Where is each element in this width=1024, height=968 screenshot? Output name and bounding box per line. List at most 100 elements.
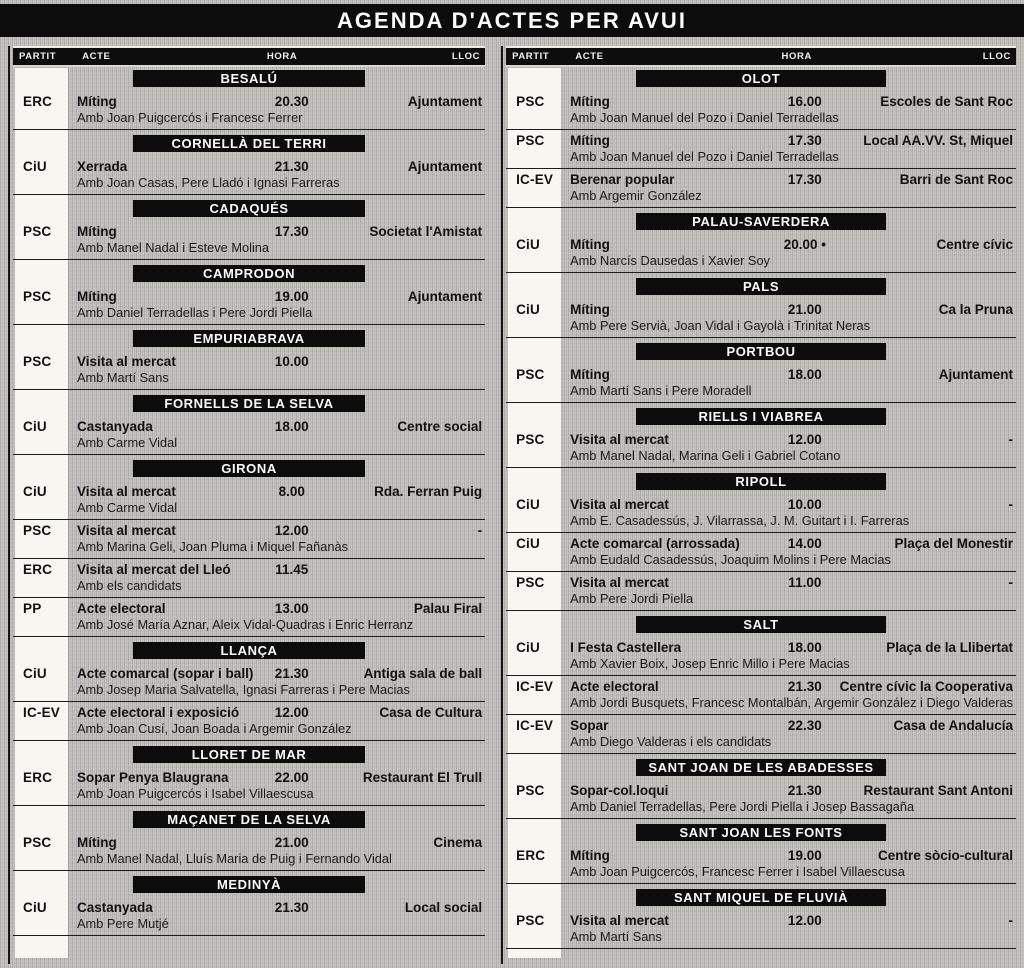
event-attendees: Amb Marina Geli, Joan Pluma i Miquel Fañ…: [77, 539, 348, 554]
event-title: I Festa Castellera: [570, 640, 682, 655]
header-partit: PARTIT: [19, 51, 57, 62]
town-header: PALAU-SAVERDERA: [636, 213, 886, 230]
event-attendees: Amb Joan Puigcercós i Isabel Villaescusa: [77, 786, 314, 801]
event-title: Visita al mercat: [570, 913, 669, 928]
agenda-entry: PSC Míting 17.30 Local AA.VV. St, Miquel…: [506, 131, 1016, 169]
party-label: PSC: [516, 575, 545, 590]
event-attendees: Amb Manel Nadal, Marina Geli i Gabriel C…: [570, 448, 841, 463]
party-label: PSC: [516, 133, 545, 148]
town-header: SANT MIQUEL DE FLUVIÀ: [636, 889, 886, 906]
event-title: Míting: [570, 302, 610, 317]
event-place: Escoles de Sant Roc: [880, 94, 1013, 109]
event-time: 12.00: [274, 705, 309, 720]
town-header: SANT JOAN DE LES ABADESSES: [636, 759, 886, 776]
entry-main-line: Míting 17.30 Local AA.VV. St, Miquel: [570, 132, 1013, 149]
event-place: Palau Firal: [413, 601, 483, 616]
entry-main-line: Visita al mercat 12.00 -: [570, 431, 1013, 448]
event-time: 22.00: [274, 770, 309, 785]
event-place: Ca la Pruna: [938, 302, 1013, 317]
event-attendees: Amb Diego Valderas i els candidats: [570, 734, 772, 749]
entry-main-line: Visita al mercat 12.00 -: [77, 522, 482, 539]
event-title: Míting: [570, 848, 610, 863]
event-attendees: Amb Manel Nadal i Esteve Molina: [77, 240, 270, 255]
event-title: Berenar popular: [570, 172, 675, 187]
agenda-entry: PSC Visita al mercat 11.00 - Amb Pere Jo…: [506, 573, 1016, 611]
party-label: ERC: [23, 770, 53, 785]
entry-main-line: Castanyada 21.30 Local social: [77, 899, 482, 916]
agenda-entry: CiU Míting 21.00 Ca la Pruna Amb Pere Se…: [506, 300, 1016, 338]
event-time: 14.00: [787, 536, 822, 551]
town-header: FORNELLS DE LA SELVA: [133, 395, 365, 412]
event-place: Ajuntament: [938, 367, 1013, 382]
event-time: 21.30: [787, 679, 822, 694]
header-hora: HORA: [781, 51, 812, 62]
event-place: -: [1008, 432, 1014, 447]
header-hora: HORA: [266, 51, 298, 62]
party-label: IC-EV: [516, 172, 554, 187]
event-title: Míting: [570, 133, 610, 148]
party-label: PSC: [516, 94, 545, 109]
event-place: Centre cívic: [936, 237, 1013, 252]
agenda-entry: ERC Visita al mercat del Lleó 11.45 Amb …: [13, 560, 486, 598]
town-header: MAÇANET DE LA SELVA: [133, 811, 365, 828]
agenda-column-right: PARTIT ACTE HORA LLOC OLOT PSC Míting 16…: [501, 46, 1016, 964]
agenda-entry: PSC Míting 21.00 Cinema Amb Manel Nadal,…: [13, 833, 486, 871]
agenda-column-left: PARTIT ACTE HORA LLOC BESALÚ ERC Míting …: [8, 46, 486, 964]
event-time: 20.30: [274, 94, 309, 109]
party-label: IC-EV: [516, 679, 554, 694]
event-place: Casa de Andalucía: [893, 718, 1013, 733]
party-label: ERC: [516, 848, 546, 863]
event-title: Míting: [570, 367, 610, 382]
event-title: Xerrada: [77, 159, 128, 174]
agenda-entry: ERC Sopar Penya Blaugrana 22.00 Restaura…: [13, 768, 486, 806]
event-time: 20.00 •: [783, 237, 826, 252]
entry-main-line: Míting 18.00 Ajuntament: [570, 366, 1013, 383]
event-title: Acte comarcal (arrossada): [570, 536, 740, 551]
event-time: 19.00: [274, 289, 309, 304]
entry-main-line: Sopar-col.loqui 21.30 Restaurant Sant An…: [570, 782, 1013, 799]
entry-main-line: Acte electoral i exposició 12.00 Casa de…: [77, 704, 482, 721]
agenda-entry: CiU Visita al mercat 10.00 - Amb E. Casa…: [506, 495, 1016, 533]
event-attendees: Amb Pere Servià, Joan Vidal i Gayolà i T…: [570, 318, 871, 333]
town-header: PORTBOU: [636, 343, 886, 360]
party-label: IC-EV: [23, 705, 61, 720]
town-header: RIPOLL: [636, 473, 886, 490]
header-lloc: LLOC: [982, 51, 1011, 62]
event-place: Cinema: [433, 835, 483, 850]
event-title: Míting: [77, 224, 117, 239]
event-title: Visita al mercat: [77, 354, 176, 369]
agenda-entry: PSC Míting 16.00 Escoles de Sant Roc Amb…: [506, 92, 1016, 130]
event-attendees: Amb Carme Vidal: [77, 435, 178, 450]
event-place: Restaurant El Trull: [362, 770, 483, 785]
town-header: SANT JOAN LES FONTS: [636, 824, 886, 841]
event-attendees: Amb Martí Sans: [77, 370, 169, 385]
event-attendees: Amb Joan Manuel del Pozo i Daniel Terrad…: [570, 110, 839, 125]
event-place: Barri de Sant Roc: [899, 172, 1013, 187]
event-attendees: Amb Jordi Busquets, Francesc Montalbán, …: [570, 695, 1013, 710]
town-header: CAMPRODON: [133, 265, 365, 282]
entry-main-line: Sopar 22.30 Casa de Andalucía: [570, 717, 1013, 734]
event-place: Centre social: [397, 419, 483, 434]
event-title: Sopar: [570, 718, 609, 733]
event-time: 18.00: [787, 367, 822, 382]
event-title: Visita al mercat: [570, 432, 669, 447]
party-label: CiU: [516, 237, 540, 252]
event-attendees: Amb Narcís Dausedas i Xavier Soy: [570, 253, 770, 268]
entry-main-line: Visita al mercat del Lleó 11.45: [77, 561, 482, 578]
event-place: Local social: [404, 900, 483, 915]
event-title: Míting: [570, 237, 610, 252]
agenda-entry: IC-EV Acte electoral i exposició 12.00 C…: [13, 703, 486, 741]
agenda-entry: CiU I Festa Castellera 18.00 Plaça de la…: [506, 638, 1016, 676]
event-place: Ajuntament: [407, 289, 483, 304]
party-label: PSC: [23, 835, 52, 850]
event-attendees: Amb Joan Casas, Pere Lladó i Ignasi Farr…: [77, 175, 340, 190]
party-label: ERC: [23, 562, 53, 577]
party-label: CiU: [23, 484, 47, 499]
event-attendees: Amb Carme Vidal: [77, 500, 178, 515]
agenda-entry: PSC Visita al mercat 10.00 Amb Martí San…: [13, 352, 486, 390]
agenda-entry: PP Acte electoral 13.00 Palau Firal Amb …: [13, 599, 486, 637]
event-time: 21.00: [787, 302, 822, 317]
event-title: Castanyada: [77, 419, 153, 434]
event-time: 13.00: [274, 601, 309, 616]
town-header: MEDINYÀ: [133, 876, 365, 893]
